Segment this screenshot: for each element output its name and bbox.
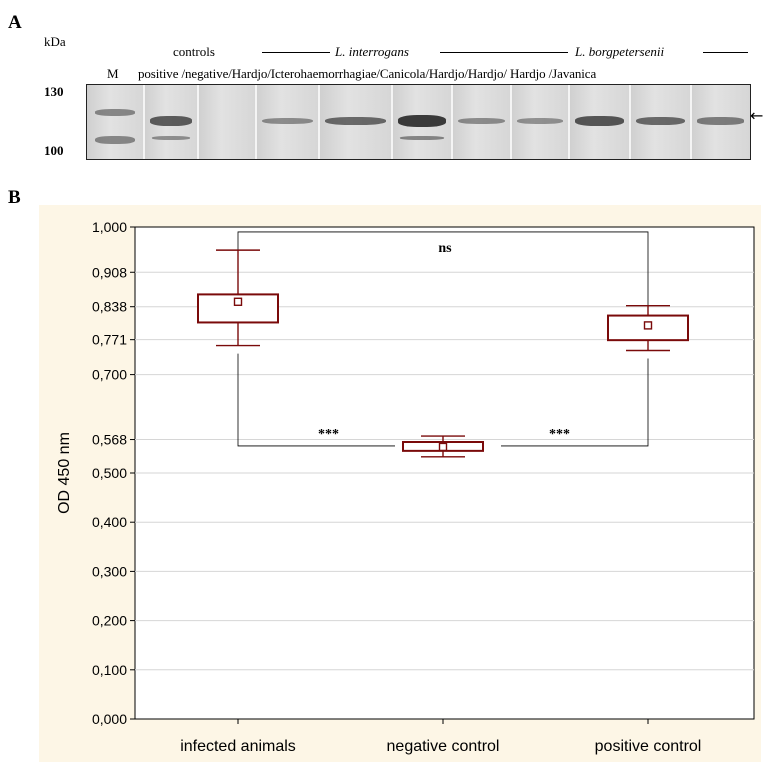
blot-band <box>398 115 446 127</box>
blot-band <box>150 116 192 126</box>
blot-band-secondary <box>400 136 444 140</box>
borgpetersenii-rule <box>703 52 748 53</box>
box-median-marker <box>643 321 653 330</box>
y-tick-label: 0,200 <box>92 613 127 629</box>
y-tick-label: 0,568 <box>92 432 127 448</box>
significance-label: *** <box>318 427 339 442</box>
blot-lane-separator <box>629 85 631 159</box>
blot-lane-separator <box>690 85 692 159</box>
blot-lane-separator <box>143 85 145 159</box>
x-category-label: negative control <box>387 738 500 755</box>
mw-100-label: 100 <box>44 143 64 158</box>
significance-label: *** <box>549 427 570 442</box>
band-arrow-icon: ← <box>750 106 764 125</box>
blot-lane-separator <box>197 85 199 159</box>
blot-band <box>636 116 685 126</box>
x-category-label: infected animals <box>180 738 296 755</box>
marker-lane-label: M <box>107 66 119 81</box>
significance-bracket-right <box>501 358 649 447</box>
interrogans-rule-left <box>262 52 330 53</box>
blot-band <box>325 116 386 126</box>
blot-lane-separator <box>451 85 453 159</box>
blot-lane-separator <box>318 85 320 159</box>
lane-labels: positive /negative/Hardjo/Icterohaemorrh… <box>138 66 597 81</box>
panel-a-letter: A <box>8 12 22 33</box>
kda-unit-label: kDa <box>44 34 66 49</box>
blot-band <box>262 117 313 125</box>
significance-bracket-left <box>237 353 395 447</box>
species-interrogans-label: L. interrogans <box>335 44 409 59</box>
y-tick-label: 0,500 <box>92 465 127 481</box>
western-blot-image <box>86 84 751 160</box>
species-borgpetersenii-label: L. borgpetersenii <box>575 44 665 59</box>
box-plot-chart: 0,000 0,100 0,200 0,300 0,400 0,500 0,568 0,700… <box>56 219 755 755</box>
blot-band-secondary <box>152 136 190 140</box>
blot-band <box>517 117 563 125</box>
blot-lane <box>452 85 511 159</box>
y-tick-label: 0,400 <box>92 514 127 530</box>
blot-band <box>575 116 624 126</box>
y-tick-label: 0,838 <box>92 299 127 315</box>
y-tick-label: 0,000 <box>92 711 127 727</box>
interrogans-rule-right <box>440 52 568 53</box>
blot-lane <box>198 85 256 159</box>
blot-marker-band <box>95 109 135 116</box>
y-tick-label: 0,700 <box>92 367 127 383</box>
blot-band <box>697 117 744 125</box>
y-tick-label: 0,100 <box>92 662 127 678</box>
panel-b-chart-area: 0,000 0,100 0,200 0,300 0,400 0,500 0,568 0,700… <box>39 205 761 762</box>
panel-a: A kDa controls L. interrogans L. borgpet… <box>0 0 766 180</box>
blot-lane <box>511 85 569 159</box>
mw-130-label: 130 <box>44 84 64 99</box>
box-median-marker <box>233 297 243 306</box>
blot-lane-separator <box>568 85 570 159</box>
blot-lane-separator <box>255 85 257 159</box>
blot-marker-band <box>95 136 135 144</box>
y-axis-label: OD 450 nm <box>56 432 73 514</box>
blot-lane <box>256 85 319 159</box>
y-tick-label: 0,300 <box>92 563 127 579</box>
significance-bracket-ns <box>237 231 649 306</box>
blot-band <box>458 117 505 125</box>
box-median-marker <box>438 442 448 452</box>
blot-lane-separator <box>510 85 512 159</box>
y-tick-label: 1,000 <box>92 219 127 235</box>
y-tick-label: 0,908 <box>92 264 127 280</box>
controls-label: controls <box>173 44 215 59</box>
y-tick-label: 0,771 <box>92 332 127 348</box>
panel-b-letter: B <box>8 187 21 208</box>
blot-lane-separator <box>391 85 393 159</box>
x-category-label: positive control <box>595 738 702 755</box>
blot-lane-marker <box>87 85 144 159</box>
significance-label: ns <box>438 241 452 256</box>
